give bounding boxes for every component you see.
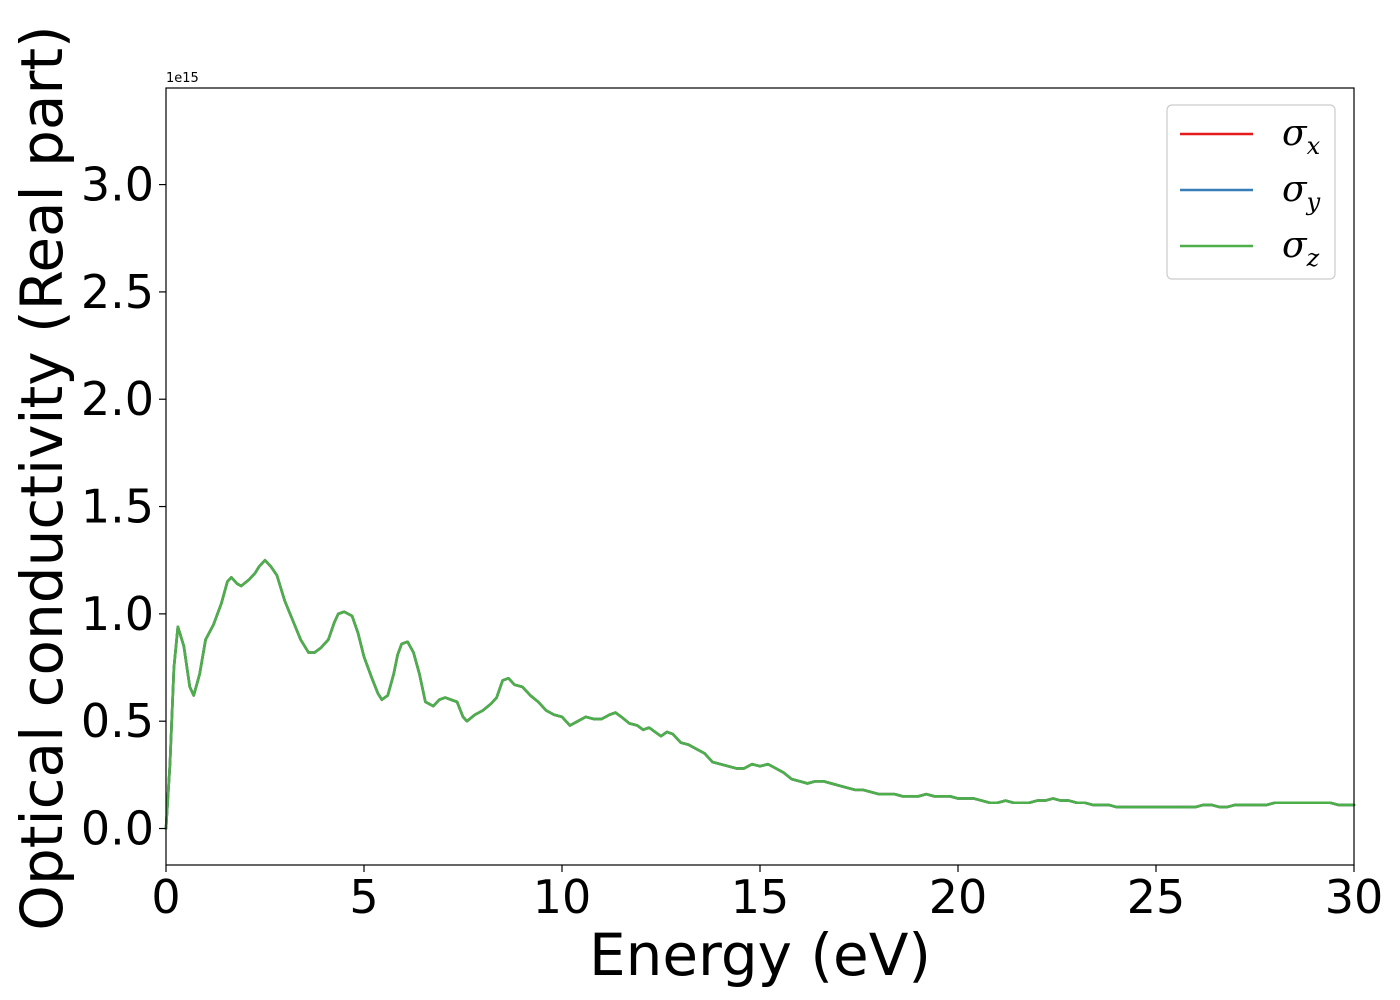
y-tick-label: 3.0 — [81, 158, 154, 212]
x-tick-label: 10 — [533, 870, 592, 924]
y-tick-label: 1.5 — [81, 480, 154, 534]
x-tick-label: 15 — [731, 870, 790, 924]
y-tick-label: 2.0 — [81, 372, 154, 426]
x-tick-label: 30 — [1325, 870, 1384, 924]
legend-frame — [1166, 104, 1336, 280]
x-tick-label: 20 — [929, 870, 988, 924]
x-tick-label: 25 — [1127, 870, 1186, 924]
y-tick-label: 0.5 — [81, 694, 154, 748]
x-tick-label: 0 — [151, 870, 180, 924]
x-axis: 0 5 10 15 20 25 30 — [151, 865, 1383, 924]
y-axis-label: Optical conductivity (Real part) — [8, 25, 76, 930]
y-tick-label: 2.5 — [81, 265, 154, 319]
x-axis-label: Energy (eV) — [589, 921, 931, 989]
y-axis: 0.0 0.5 1.0 1.5 2.0 2.5 3.0 — [81, 158, 166, 856]
y-offset-label: 1e15 — [166, 71, 199, 86]
series-line-z — [164, 558, 1356, 830]
series-layer — [164, 558, 1356, 830]
x-tick-label: 5 — [349, 870, 378, 924]
y-tick-label: 0.0 — [81, 802, 154, 856]
y-tick-label: 1.0 — [81, 587, 154, 641]
